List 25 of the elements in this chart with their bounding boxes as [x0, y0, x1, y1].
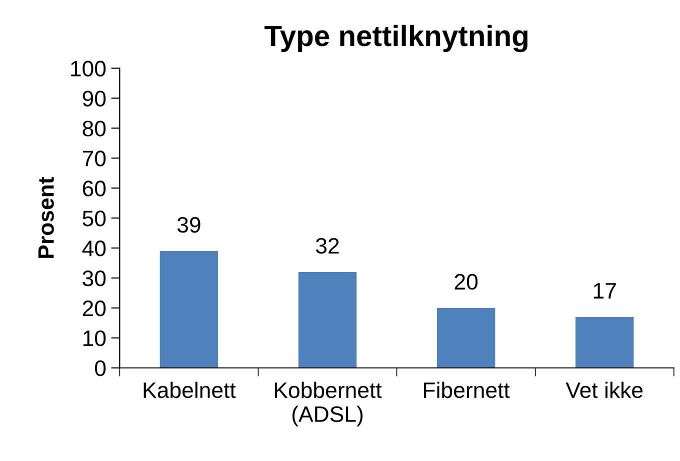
y-tick-label: 60	[82, 180, 106, 196]
data-label: 17	[594, 283, 616, 298]
y-axis-title: Prosent	[38, 176, 54, 258]
bar	[576, 316, 634, 368]
x-tick-label: Fibernett	[424, 382, 510, 398]
x-tick-label: Kabelnett	[144, 382, 236, 398]
y-tick-label: 40	[82, 240, 106, 256]
y-tick-label: 100	[71, 60, 106, 76]
y-tick-label: 10	[83, 330, 106, 346]
data-label: 20	[454, 274, 478, 290]
bar	[298, 272, 357, 368]
chart-title: Type nettilknytning	[264, 24, 528, 52]
bar	[160, 251, 218, 368]
y-tick-label: 90	[82, 90, 106, 106]
data-label: 39	[177, 216, 200, 233]
y-tick-label: 30	[82, 270, 106, 286]
y-tick-label: 50	[82, 210, 106, 226]
x-tick-label: Kobbernett (ADSL)	[274, 382, 382, 426]
y-tick-label: 80	[82, 120, 106, 136]
y-tick-label: 20	[82, 300, 106, 316]
bar	[436, 308, 496, 368]
x-tick-label: Vet ikke	[566, 382, 643, 398]
y-tick-label: 70	[82, 150, 106, 166]
y-tick-label: 0	[94, 360, 106, 376]
data-label: 32	[316, 238, 339, 254]
